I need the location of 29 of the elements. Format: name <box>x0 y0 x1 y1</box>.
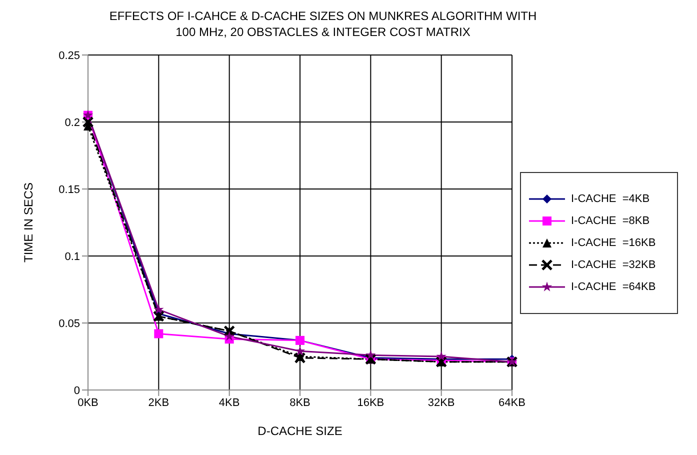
legend-label: I-CACHE =8KB <box>571 214 650 226</box>
y-tick-label: 0.1 <box>64 250 80 263</box>
x-tick-label: 64KB <box>498 396 526 409</box>
point <box>436 351 446 361</box>
x-tick-label: 8KB <box>290 396 310 409</box>
x-axis-title: D-CACHE SIZE <box>258 424 342 438</box>
point <box>224 331 234 341</box>
point <box>154 329 164 338</box>
chart-title: EFFECTS OF I-CAHCE & D-CACHE SIZES ON MUNKRES ALGORITHM WITH 100 MHz, 20 OBSTACLES & INTEGER COST MATRIX <box>108 8 538 40</box>
point <box>154 304 164 314</box>
x-tick-label: 0KB <box>78 396 98 409</box>
y-tick-label: 0.2 <box>64 116 80 129</box>
legend-label: I-CACHE =16KB <box>571 236 656 248</box>
y-tick-label: 0.05 <box>58 318 80 330</box>
x-tick-label: 16KB <box>357 396 384 409</box>
legend-label: I-CACHE =64KB <box>571 280 656 292</box>
x-tick-label: 2KB <box>148 396 170 409</box>
point <box>294 346 306 356</box>
point <box>366 350 376 360</box>
legend-label: I-CACHE =32KB <box>571 258 656 270</box>
point <box>82 116 94 128</box>
x-tick-label: 4KB <box>218 396 240 409</box>
y-tick-label: 0 <box>74 384 80 397</box>
legend-label: I-CACHE =4KB <box>571 192 650 204</box>
y-tick-label: 0.25 <box>58 50 80 62</box>
point <box>294 352 306 364</box>
x-tick-label: 32KB <box>428 396 455 409</box>
y-axis-title: TIME IN SECS <box>21 182 36 263</box>
y-tick-label: 0.15 <box>58 184 80 196</box>
